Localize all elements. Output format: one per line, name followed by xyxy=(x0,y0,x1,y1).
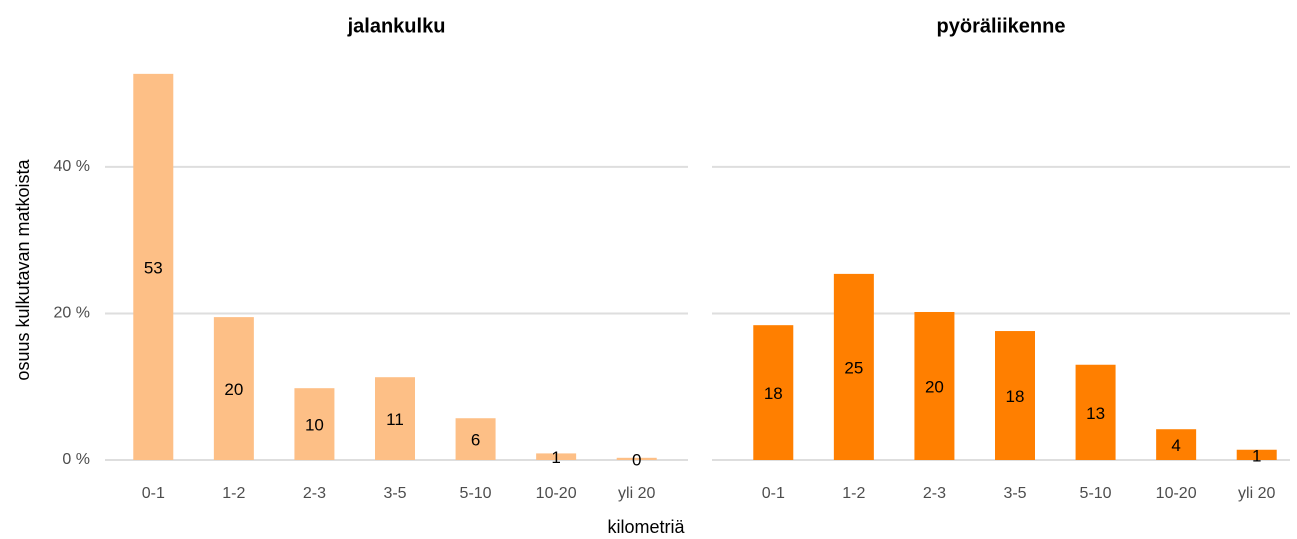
value-label: 20 xyxy=(224,380,243,399)
value-label: 53 xyxy=(144,258,163,277)
x-tick-label: 0-1 xyxy=(762,485,785,502)
bar xyxy=(753,325,794,460)
value-label: 13 xyxy=(1086,404,1105,423)
x-tick-label: 5-10 xyxy=(1080,485,1112,502)
bar xyxy=(1075,364,1116,460)
value-label: 25 xyxy=(844,358,863,377)
panel-title: pyöräliikenne xyxy=(937,15,1066,37)
bar xyxy=(133,73,174,461)
x-tick-label: 10-20 xyxy=(536,485,577,502)
bar xyxy=(616,457,657,460)
x-tick-label: 2-3 xyxy=(303,485,326,502)
bar xyxy=(995,331,1035,460)
x-tick-label: 1-2 xyxy=(842,485,865,502)
x-tick-label: yli 20 xyxy=(1238,485,1275,502)
bar xyxy=(1156,429,1197,460)
x-tick-label: 1-2 xyxy=(222,485,245,502)
x-tick-label: 5-10 xyxy=(460,485,492,502)
y-tick-label: 0 % xyxy=(62,451,90,468)
panel-title: jalankulku xyxy=(347,15,446,37)
value-label: 1 xyxy=(551,448,560,467)
y-axis-label: osuus kulkutavan matkoista xyxy=(13,158,33,380)
x-tick-label: yli 20 xyxy=(618,485,655,502)
value-label: 1 xyxy=(1252,446,1261,465)
y-tick-label: 20 % xyxy=(54,305,90,322)
bar xyxy=(536,453,577,460)
value-label: 6 xyxy=(471,431,480,450)
bar xyxy=(1236,449,1277,460)
value-label: 4 xyxy=(1171,436,1180,455)
bar xyxy=(294,388,335,460)
x-axis-label: kilometriä xyxy=(607,517,685,537)
bar xyxy=(213,317,254,460)
x-tick-label: 2-3 xyxy=(923,485,946,502)
value-label: 18 xyxy=(1006,387,1025,406)
value-label: 0 xyxy=(632,450,641,469)
x-tick-label: 0-1 xyxy=(142,485,165,502)
bar xyxy=(914,311,955,460)
bar xyxy=(455,418,496,460)
x-tick-label: 3-5 xyxy=(1003,485,1026,502)
value-label: 11 xyxy=(386,410,404,429)
bar xyxy=(833,273,874,460)
value-label: 18 xyxy=(764,384,783,403)
y-tick-label: 40 % xyxy=(54,158,90,175)
value-label: 10 xyxy=(305,416,324,435)
value-label: 20 xyxy=(925,377,944,396)
x-tick-label: 3-5 xyxy=(383,485,406,502)
x-tick-label: 10-20 xyxy=(1156,485,1197,502)
bar xyxy=(375,377,415,460)
